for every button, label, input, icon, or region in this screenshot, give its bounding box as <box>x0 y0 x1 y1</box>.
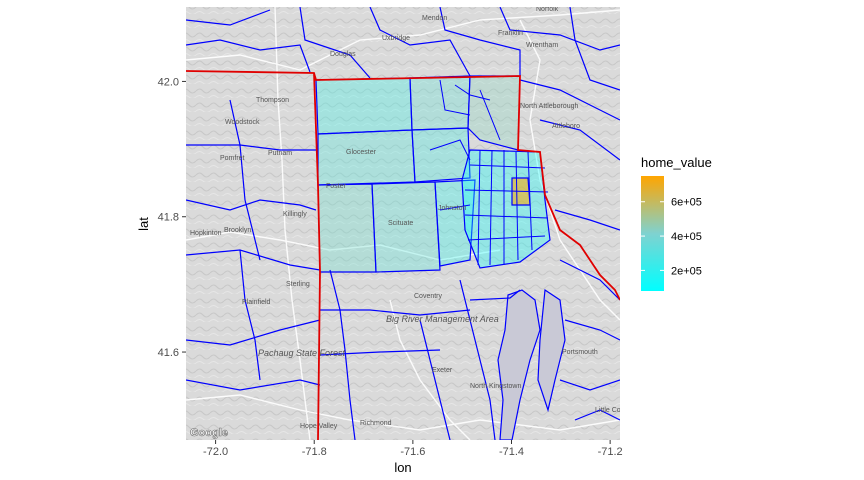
surrounding-tract-lines <box>186 7 620 440</box>
x-tick-label: -72.0 <box>203 446 228 458</box>
legend-breaks: 2e+05 4e+05 6e+05 <box>641 197 702 277</box>
place-label: Glocester <box>346 149 377 156</box>
place-label: Uxbridge <box>382 35 410 42</box>
place-label: North Kingstown <box>470 383 521 390</box>
area-label: Pachaug State Forest <box>258 348 346 358</box>
place-label: Plainfield <box>242 299 271 306</box>
bay-island <box>537 288 566 413</box>
legend-colorbar <box>641 176 664 291</box>
place-label: Norfolk <box>536 6 559 13</box>
y-axis-title: lat <box>136 217 151 231</box>
y-axis: 41.6 41.8 42.0 <box>158 76 186 359</box>
place-labels: Mendon Uxbridge Franklin Norfolk Wrentha… <box>190 6 640 430</box>
place-label: Coventry <box>414 293 443 300</box>
place-label: Mendon <box>422 15 447 22</box>
place-label: North Attleborough <box>520 103 578 110</box>
place-label: Woodstock <box>225 119 260 126</box>
place-label: Scituate <box>388 220 413 227</box>
legend: home_value 2e+05 4e+05 6e+05 <box>641 155 712 291</box>
dense-tract-lines <box>429 79 549 266</box>
legend-break-label: 6e+05 <box>671 197 702 209</box>
tract-burrillville <box>315 77 413 135</box>
place-label: Wrentham <box>526 42 558 49</box>
map-panel: Mendon Uxbridge Franklin Norfolk Wrentha… <box>186 6 640 440</box>
x-axis-title: lon <box>394 460 411 475</box>
place-label: Brooklyn <box>224 227 251 234</box>
tract-glocester <box>317 129 416 186</box>
place-label: Hope Valley <box>300 423 338 430</box>
x-axis: -72.0 -71.8 -71.6 -71.4 -71.2 <box>203 440 623 458</box>
bay-water <box>497 289 541 440</box>
tract-north-smithfield <box>409 75 471 131</box>
place-label: Douglas <box>330 51 356 58</box>
tract-foster <box>317 183 377 273</box>
area-label: Big River Management Area <box>386 314 499 324</box>
legend-break-label: 4e+05 <box>671 231 702 243</box>
place-label: Richmond <box>360 420 392 427</box>
x-tick-label: -71.4 <box>499 446 524 458</box>
place-label: Sterling <box>286 281 310 288</box>
place-label: Killingly <box>283 211 307 218</box>
google-attribution: Google <box>190 427 228 439</box>
place-label: Exeter <box>432 367 453 374</box>
filled-tracts <box>315 75 551 273</box>
x-tick-label: -71.6 <box>400 446 425 458</box>
place-label: Foster <box>326 183 347 190</box>
y-tick-label: 41.6 <box>158 347 179 359</box>
place-label: Thompson <box>256 97 289 104</box>
state-border <box>186 70 620 440</box>
place-label: Little Compton <box>595 407 640 414</box>
place-label: Hopkinton <box>190 230 222 237</box>
place-label: Pomfret <box>220 155 245 162</box>
place-label: Putnam <box>268 150 292 157</box>
place-label: Portsmouth <box>562 349 598 356</box>
place-label: Attleboro <box>552 123 580 130</box>
x-tick-label: -71.2 <box>598 446 623 458</box>
place-label: Franklin <box>498 30 523 37</box>
tract-smithfield <box>411 127 471 183</box>
x-tick-label: -71.8 <box>302 446 327 458</box>
y-tick-label: 41.8 <box>158 212 179 224</box>
tract-scituate <box>371 181 441 273</box>
legend-break-label: 2e+05 <box>671 265 702 277</box>
y-tick-label: 42.0 <box>158 76 179 88</box>
basemap-roads <box>186 7 620 440</box>
place-label: Johnston <box>438 205 467 212</box>
legend-title: home_value <box>641 155 712 170</box>
